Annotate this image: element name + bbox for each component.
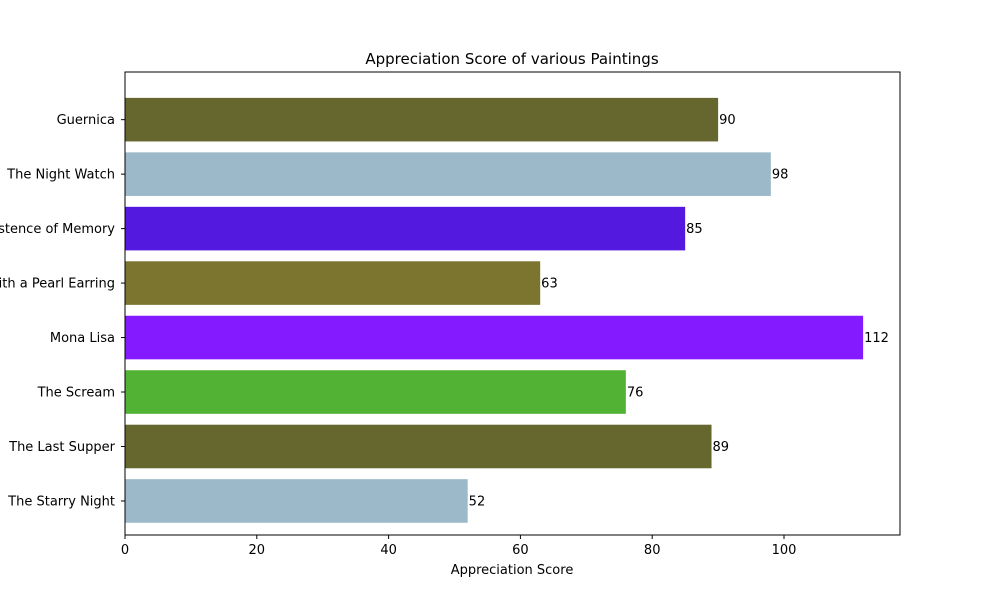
- x-tick-label: 20: [249, 543, 266, 558]
- y-tick-label: Guernica: [57, 113, 115, 128]
- y-tick-label: Mona Lisa: [50, 331, 115, 346]
- bar-value-label: 52: [469, 494, 486, 509]
- bar: [125, 261, 541, 305]
- bar-value-label: 112: [864, 331, 889, 346]
- bar-value-label: 90: [719, 113, 736, 128]
- bar: [125, 206, 686, 251]
- bar: [125, 424, 712, 469]
- x-tick-label: 80: [644, 543, 661, 558]
- bar-value-label: 76: [627, 386, 644, 401]
- x-axis-label: Appreciation Score: [451, 563, 574, 578]
- bar: [125, 315, 864, 360]
- bar: [125, 479, 468, 523]
- y-tick-label: The Starry Night: [7, 494, 115, 509]
- bar-value-label: 85: [686, 222, 703, 237]
- bar-value-label: 98: [772, 168, 789, 183]
- y-tick-label: The Persistence of Memory: [0, 222, 115, 237]
- x-tick-label: 0: [121, 543, 129, 558]
- x-tick-label: 40: [380, 543, 397, 558]
- bar-value-label: 89: [713, 440, 730, 455]
- x-tick-label: 100: [772, 543, 797, 558]
- bar: [125, 370, 626, 414]
- y-tick-label: Girl with a Pearl Earring: [0, 277, 115, 292]
- y-tick-label: The Last Supper: [8, 440, 116, 455]
- chart-title: Appreciation Score of various Paintings: [365, 50, 658, 68]
- y-tick-label: The Night Watch: [6, 168, 115, 183]
- bar: [125, 97, 719, 142]
- bar-value-label: 63: [541, 277, 558, 292]
- y-tick-label: The Scream: [37, 386, 115, 401]
- plot-frame: [124, 71, 901, 536]
- x-tick-label: 60: [512, 543, 529, 558]
- bar: [125, 152, 771, 196]
